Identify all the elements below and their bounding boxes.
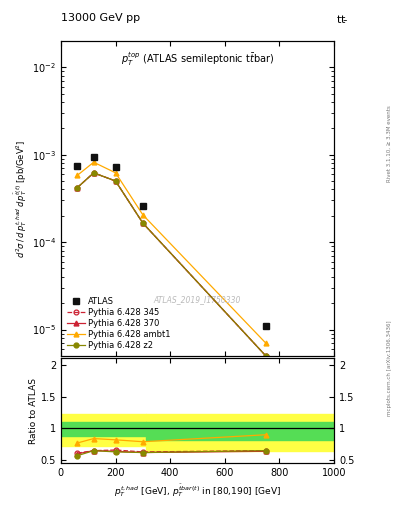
Pythia 6.428 ambt1 xyxy=(75,173,80,179)
Text: $p_T^{top}$ (ATLAS semileptonic t$\bar{t}$bar): $p_T^{top}$ (ATLAS semileptonic t$\bar{t… xyxy=(121,50,274,68)
ATLAS xyxy=(91,154,96,160)
Pythia 6.428 345 xyxy=(75,184,80,190)
Y-axis label: Ratio to ATLAS: Ratio to ATLAS xyxy=(29,378,38,444)
Line: Pythia 6.428 345: Pythia 6.428 345 xyxy=(75,170,268,358)
Text: mcplots.cern.ch [arXiv:1306.3436]: mcplots.cern.ch [arXiv:1306.3436] xyxy=(387,321,392,416)
ATLAS xyxy=(263,323,268,329)
Pythia 6.428 z2 xyxy=(91,170,96,176)
Text: tt$\bar{}$: tt$\bar{}$ xyxy=(336,13,348,25)
Pythia 6.428 z2 xyxy=(113,178,118,184)
Pythia 6.428 370 xyxy=(141,220,145,226)
Pythia 6.428 370 xyxy=(75,184,80,190)
Pythia 6.428 345 xyxy=(113,178,118,184)
Pythia 6.428 ambt1 xyxy=(263,340,268,346)
ATLAS xyxy=(113,164,118,170)
Line: Pythia 6.428 z2: Pythia 6.428 z2 xyxy=(75,170,268,358)
Pythia 6.428 ambt1 xyxy=(113,170,118,176)
X-axis label: $p_T^{t,had}$ [GeV], $p_T^{\bar{t}bar(t)}$ in [80,190] [GeV]: $p_T^{t,had}$ [GeV], $p_T^{\bar{t}bar(t)… xyxy=(114,482,281,499)
Pythia 6.428 370 xyxy=(91,170,96,176)
Pythia 6.428 z2 xyxy=(141,220,145,226)
Text: ATLAS_2019_I1750330: ATLAS_2019_I1750330 xyxy=(154,295,241,304)
Line: ATLAS: ATLAS xyxy=(74,154,269,329)
Pythia 6.428 345 xyxy=(141,220,145,226)
Pythia 6.428 ambt1 xyxy=(141,212,145,218)
Pythia 6.428 370 xyxy=(113,178,118,184)
ATLAS xyxy=(75,162,80,168)
Line: Pythia 6.428 370: Pythia 6.428 370 xyxy=(75,170,268,358)
Legend: ATLAS, Pythia 6.428 345, Pythia 6.428 370, Pythia 6.428 ambt1, Pythia 6.428 z2: ATLAS, Pythia 6.428 345, Pythia 6.428 37… xyxy=(65,295,173,352)
Pythia 6.428 345 xyxy=(91,170,96,176)
ATLAS xyxy=(141,203,145,209)
Text: Rivet 3.1.10, ≥ 3.3M events: Rivet 3.1.10, ≥ 3.3M events xyxy=(387,105,392,182)
Pythia 6.428 370 xyxy=(263,353,268,359)
Y-axis label: $d^2\sigma\,/\,d\,p_T^{t,had}\,d\,p_T^{\bar{t}(t)}$ [pb/GeV$^2$]: $d^2\sigma\,/\,d\,p_T^{t,had}\,d\,p_T^{\… xyxy=(12,139,29,258)
Line: Pythia 6.428 ambt1: Pythia 6.428 ambt1 xyxy=(75,160,268,346)
Pythia 6.428 z2 xyxy=(263,353,268,359)
Pythia 6.428 345 xyxy=(263,353,268,359)
Text: 13000 GeV pp: 13000 GeV pp xyxy=(61,13,140,23)
Pythia 6.428 ambt1 xyxy=(91,159,96,165)
Pythia 6.428 z2 xyxy=(75,184,80,190)
